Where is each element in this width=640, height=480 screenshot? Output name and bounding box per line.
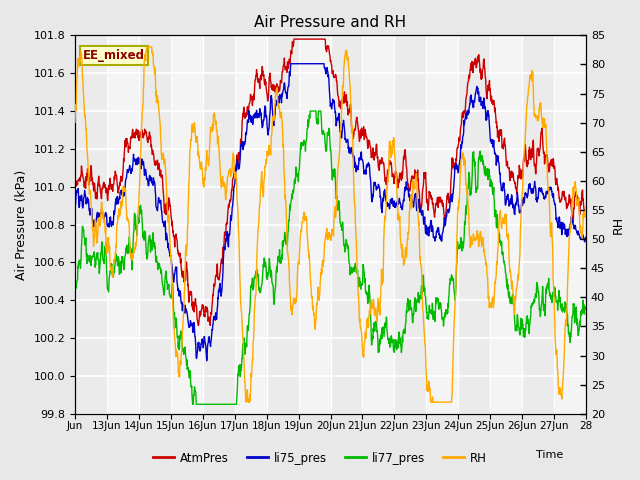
Bar [235,36,267,414]
Y-axis label: Air Pressure (kPa): Air Pressure (kPa) [15,169,28,280]
Bar [490,36,522,414]
Title: Air Pressure and RH: Air Pressure and RH [255,15,406,30]
Bar [171,36,203,414]
Text: EE_mixed: EE_mixed [83,48,145,61]
Text: Time: Time [536,450,563,460]
Bar [362,36,394,414]
Legend: AtmPres, li75_pres, li77_pres, RH: AtmPres, li75_pres, li77_pres, RH [148,447,492,469]
Bar [299,36,330,414]
Y-axis label: RH: RH [612,216,625,234]
Bar [426,36,458,414]
Bar [107,36,139,414]
Bar [554,36,586,414]
